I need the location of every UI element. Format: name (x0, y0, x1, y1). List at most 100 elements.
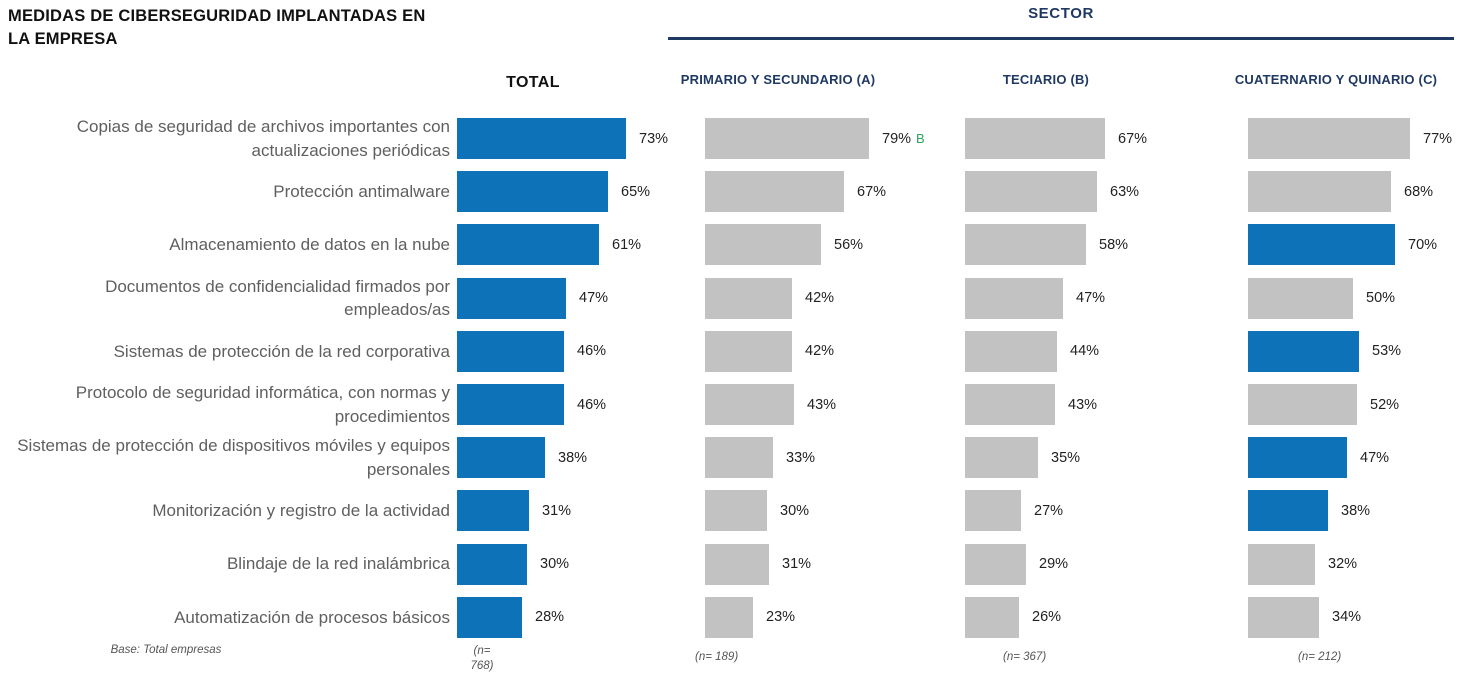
bar (1248, 277, 1353, 319)
bar-group-teciario: 43% (965, 384, 1097, 425)
bar-group-cuaternario: 68% (1248, 171, 1433, 213)
bar (705, 171, 844, 213)
chart-row: Sistemas de protección de la red corpora… (0, 325, 1462, 378)
bar-highlight (457, 224, 599, 266)
bar (705, 384, 794, 425)
bar-value: 50% (1366, 290, 1396, 307)
row-label: Protocolo de seguridad informática, con … (75, 383, 450, 426)
bar-group-cuaternario: 32% (1248, 543, 1357, 585)
bar-highlight (457, 543, 527, 585)
bar-highlight (457, 330, 564, 372)
bar-value: 26% (1032, 609, 1062, 626)
bar-group-total: 46% (457, 384, 606, 425)
bar-group-total: 46% (457, 330, 607, 372)
bar-group-cuaternario: 77% (1248, 118, 1452, 159)
bar (965, 384, 1055, 425)
n-label-total: (n= 768) (470, 645, 494, 672)
bar-value: 70% (1408, 236, 1438, 253)
bar-group-total: 30% (457, 543, 570, 585)
bar-value: 23% (766, 609, 796, 626)
bar-group-primario: 30% (705, 490, 809, 532)
chart-row: Protocolo de seguridad informática, con … (0, 378, 1462, 431)
bar (965, 277, 1063, 319)
bar-group-cuaternario: 70% (1248, 224, 1438, 266)
bar-value: 46% (577, 396, 607, 413)
chart-row: Protección antimalware 65% 67% 63% 68% (0, 165, 1462, 218)
bar-highlight (457, 437, 545, 479)
chart-title: MEDIDAS DE CIBERSEGURIDAD IMPLANTADAS EN… (8, 7, 426, 49)
bar (965, 171, 1097, 213)
row-label: Copias de seguridad de archivos importan… (76, 117, 450, 160)
bar (1248, 171, 1391, 213)
bar-group-cuaternario: 52% (1248, 384, 1399, 425)
bar-value: 73% (639, 130, 669, 147)
bar-value: 63% (1110, 183, 1140, 200)
row-label: Sistemas de protección de la red corpora… (113, 341, 450, 361)
bar-value: 38% (1341, 502, 1371, 519)
column-header-cuaternario: CUATERNARIO Y QUINARIO (C) (1234, 72, 1438, 87)
bar-value: 43% (1068, 396, 1098, 413)
chart-row: Sistemas de protección de dispositivos m… (0, 431, 1462, 484)
bar-group-primario: 33% (705, 437, 816, 479)
bar-value: 38% (558, 449, 588, 466)
row-label: Documentos de confidencialidad firmados … (105, 276, 450, 320)
bar-value: 56% (834, 236, 864, 253)
bar-value: 35% (1051, 449, 1081, 466)
bar (1248, 118, 1410, 159)
bar-value: 46% (577, 343, 607, 360)
bar (705, 330, 792, 372)
bar-highlight (457, 277, 566, 319)
bar-value: 65% (621, 183, 651, 200)
row-label: Monitorización y registro de la activida… (152, 501, 450, 521)
bar-value: 42% (805, 343, 835, 360)
bar-value: 30% (540, 556, 570, 573)
bar-highlight (457, 118, 626, 159)
bar-group-teciario: 26% (965, 596, 1062, 638)
chart-row: Blindaje de la red inalámbrica 30% 31% 29% 3… (0, 538, 1462, 591)
bar-group-teciario: 27% (965, 490, 1064, 532)
bar-value: 34% (1332, 609, 1362, 626)
bar-chart-body: Copias de seguridad de archivos importan… (0, 112, 1462, 647)
bar-group-total: 28% (457, 596, 564, 638)
row-label: Automatización de procesos básicos (174, 607, 450, 627)
bar-group-cuaternario: 53% (1248, 330, 1401, 372)
bar-group-teciario: 67% (965, 118, 1147, 159)
bar-group-primario: 79% B (705, 118, 925, 159)
bar-group-cuaternario: 38% (1248, 490, 1371, 532)
bar-group-primario: 42% (705, 330, 835, 372)
bar (965, 596, 1019, 638)
bar-highlight (1248, 330, 1359, 372)
bar-value: 47% (1360, 449, 1390, 466)
bar-group-primario: 43% (705, 384, 836, 425)
bar-group-cuaternario: 34% (1248, 596, 1362, 638)
bar (1248, 543, 1315, 585)
column-header-primario: PRIMARIO Y SECUNDARIO (A) (680, 72, 876, 87)
bar (705, 118, 869, 159)
n-label-primario: (n= 189) (695, 651, 739, 663)
bar (965, 118, 1105, 159)
bar-group-total: 47% (457, 277, 608, 319)
column-header-teciario: TECIARIO (B) (1002, 72, 1090, 87)
bar (965, 437, 1038, 479)
bar-highlight (1248, 437, 1347, 479)
bar-value: 27% (1034, 502, 1064, 519)
column-header-total: TOTAL (506, 74, 560, 91)
bar-highlight (1248, 224, 1395, 266)
bar (1248, 596, 1319, 638)
bar (705, 277, 792, 319)
bar-group-total: 31% (457, 490, 571, 532)
bar-value: 52% (1370, 396, 1400, 413)
n-label-teciario: (n= 367) (1003, 651, 1047, 663)
chart-row: Almacenamiento de datos en la nube 61% 56%… (0, 218, 1462, 271)
bar-highlight (457, 384, 564, 425)
bar-group-cuaternario: 47% (1248, 437, 1390, 479)
bar-value: 67% (1118, 130, 1148, 147)
row-label: Almacenamiento de datos en la nube (169, 235, 450, 255)
bar (965, 543, 1026, 585)
bar-group-teciario: 47% (965, 277, 1105, 319)
bar-group-teciario: 29% (965, 543, 1068, 585)
bar (965, 224, 1086, 266)
bar-value: 61% (612, 236, 642, 253)
bar-value: 33% (786, 449, 816, 466)
bar-group-primario: 42% (705, 277, 834, 319)
